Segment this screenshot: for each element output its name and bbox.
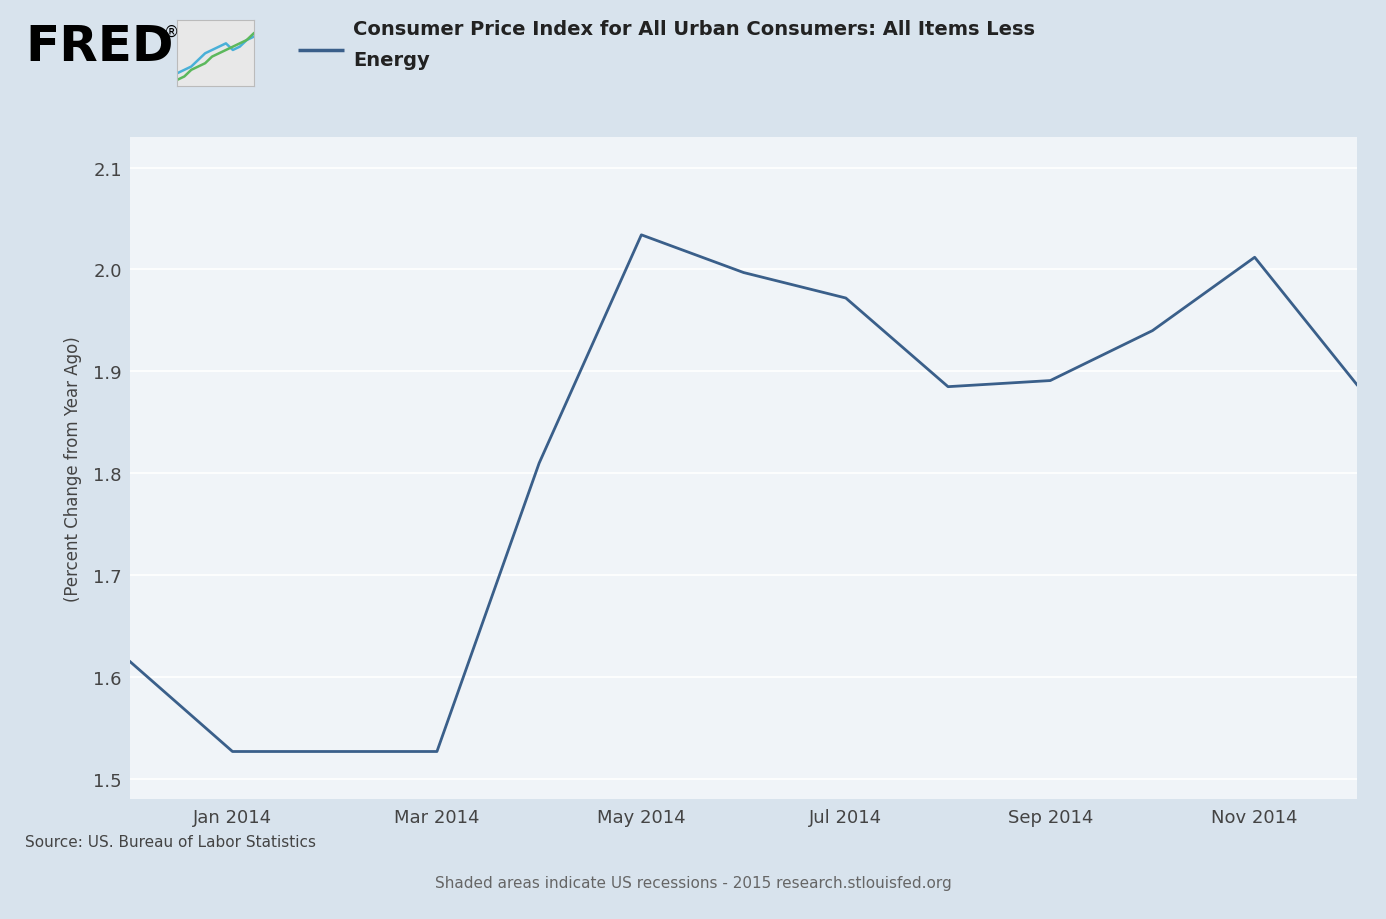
Text: Energy: Energy <box>353 51 430 70</box>
Y-axis label: (Percent Change from Year Ago): (Percent Change from Year Ago) <box>64 336 82 601</box>
Text: Shaded areas indicate US recessions - 2015 research.stlouisfed.org: Shaded areas indicate US recessions - 20… <box>435 875 951 890</box>
Text: Consumer Price Index for All Urban Consumers: All Items Less: Consumer Price Index for All Urban Consu… <box>353 20 1035 40</box>
Text: ®: ® <box>164 25 179 40</box>
Text: FRED: FRED <box>25 23 173 71</box>
Text: Source: US. Bureau of Labor Statistics: Source: US. Bureau of Labor Statistics <box>25 834 316 849</box>
